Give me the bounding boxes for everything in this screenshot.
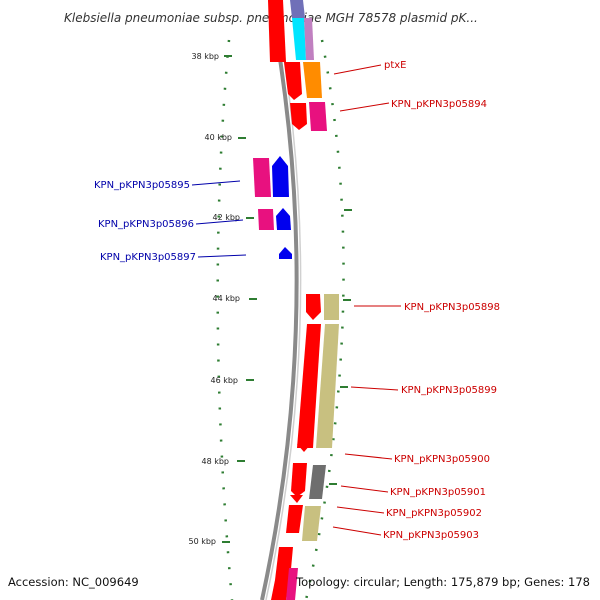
cds-05897-blue: [279, 247, 292, 259]
cds-05899-khaki: [316, 324, 339, 448]
cds-05903-red: [286, 505, 303, 533]
cds-ptxE-orange: [303, 62, 322, 98]
cds-05896-blue: [276, 208, 291, 230]
gc-skew-track-outer: [304, 39, 345, 600]
cds-bottom-red-1: [275, 547, 293, 580]
accession-label: Accession: NC_009649: [8, 575, 139, 589]
cds-05894-pink: [309, 102, 327, 131]
tick-label-38kbp: 38 kbp: [191, 52, 219, 61]
cds-top-purple: [290, 0, 305, 18]
tick-marks: [222, 55, 352, 543]
cds-05898-khaki: [324, 294, 339, 320]
label-ptxE: ptxE: [384, 60, 407, 71]
cds-05901-gray: [309, 465, 326, 499]
cds-05895-blue: [272, 156, 289, 197]
tick-label-44kbp: 44 kbp: [212, 294, 240, 303]
cds-05894-red: [290, 103, 307, 130]
cds-ptxE-red: [284, 62, 302, 100]
tick-label-48kbp: 48 kbp: [201, 457, 229, 466]
tick-label-40kbp: 40 kbp: [204, 133, 232, 142]
label-KPN_pKPN3p05897: KPN_pKPN3p05897: [100, 252, 196, 263]
cds-top-cyan: [292, 18, 306, 60]
backbone-ring: [260, 0, 299, 600]
label-KPN_pKPN3p05894: KPN_pKPN3p05894: [391, 99, 487, 110]
cds-05900-red: [297, 444, 311, 452]
label-KPN_pKPN3p05900: KPN_pKPN3p05900: [394, 454, 490, 465]
tick-label-46kbp: 46 kbp: [210, 376, 238, 385]
cds-05901-red: [291, 463, 307, 497]
cds-bottom-pink: [286, 568, 298, 600]
cds-top-pink: [304, 18, 314, 60]
label-KPN_pKPN3p05902: KPN_pKPN3p05902: [386, 508, 482, 519]
label-KPN_pKPN3p05895: KPN_pKPN3p05895: [94, 180, 190, 191]
tick-label-42kbp: 42 kbp: [212, 213, 240, 222]
label-KPN_pKPN3p05896: KPN_pKPN3p05896: [98, 219, 194, 230]
leader-lines-forward: [332, 64, 401, 536]
cds-05895-pink: [253, 158, 271, 197]
leader-lines-reverse: [191, 180, 247, 258]
label-KPN_pKPN3p05901: KPN_pKPN3p05901: [390, 487, 486, 498]
label-KPN_pKPN3p05899: KPN_pKPN3p05899: [401, 385, 497, 396]
map-summary: Topology: circular; Length: 175,879 bp; …: [295, 575, 590, 589]
cds-05902-red: [290, 495, 303, 503]
cds-bottom-red-2: [271, 580, 289, 600]
cds-top-red: [268, 0, 286, 62]
cds-05898-red: [306, 294, 321, 320]
gc-skew-track-inner: [216, 39, 234, 600]
tick-label-50kbp: 50 kbp: [188, 537, 216, 546]
label-KPN_pKPN3p05903: KPN_pKPN3p05903: [383, 530, 479, 541]
label-KPN_pKPN3p05898: KPN_pKPN3p05898: [404, 302, 500, 313]
cds-05903-khaki: [302, 506, 321, 541]
cds-05896-pink: [258, 209, 274, 230]
cds-05899-red: [297, 324, 321, 448]
